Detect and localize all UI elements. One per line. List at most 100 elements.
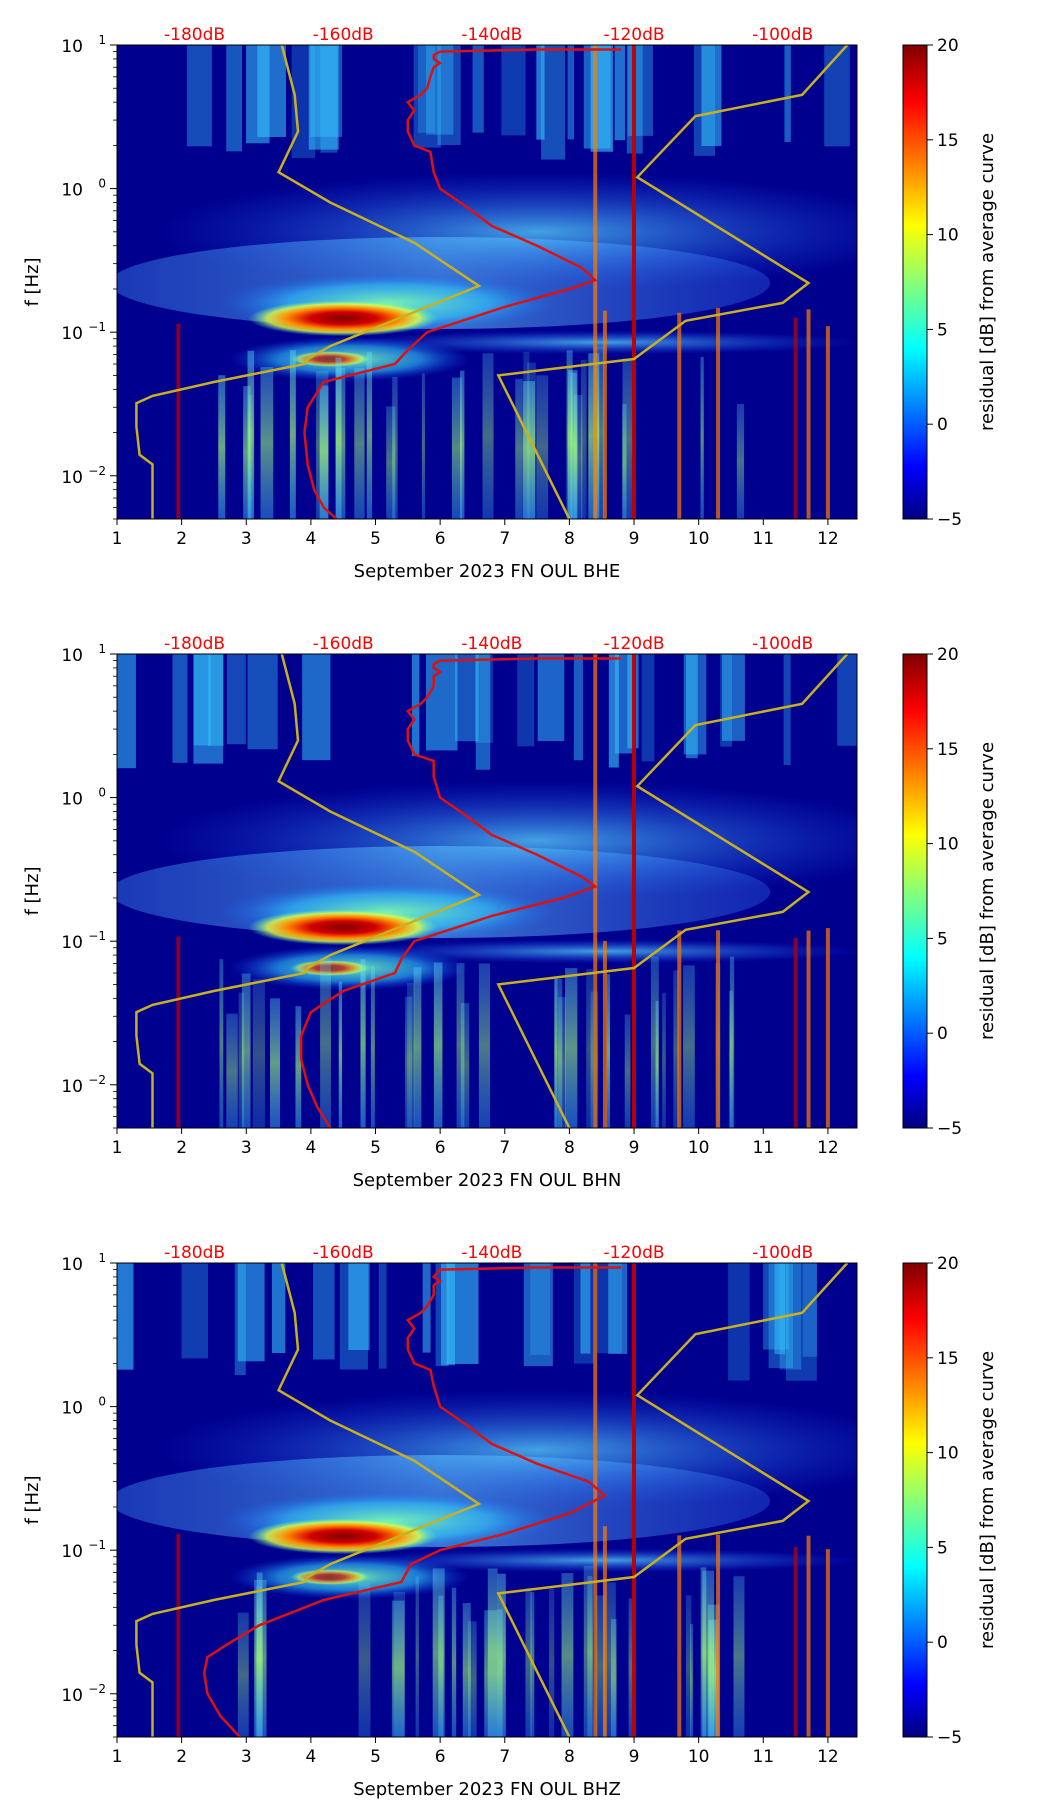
heat-patch	[701, 45, 722, 147]
plot-frame	[116, 44, 858, 520]
psd-average-curve	[202, 1266, 622, 1737]
x-tick-label: 6	[435, 529, 446, 549]
colorbar-tick-label: 10	[937, 835, 959, 855]
heat-streak	[622, 404, 627, 519]
y-tick-label: 10	[61, 1077, 83, 1097]
plot-frame	[116, 1262, 858, 1738]
x-tick-label: 3	[241, 1747, 252, 1767]
db-scale-label: -140dB	[461, 1243, 522, 1263]
db-scale-label: -100dB	[752, 1243, 813, 1263]
colorbar-gradient	[902, 1262, 928, 1738]
heat-streak	[338, 981, 343, 1128]
heat-event-column	[716, 930, 721, 1128]
colorbar-tick-label: 10	[937, 1444, 959, 1464]
noise-model-low-curve	[135, 1263, 482, 1737]
heat-streak	[238, 992, 245, 1128]
x-tick-label: 4	[305, 1747, 316, 1767]
heat-streak	[683, 965, 695, 1128]
heatmap-texture	[117, 45, 857, 519]
heat-patch	[302, 654, 331, 761]
x-tick-label: 9	[629, 529, 640, 549]
y-tick-exponent: 0	[98, 177, 106, 191]
heat-event-column	[602, 310, 607, 519]
heat-event-column	[806, 309, 811, 519]
heat-streak	[702, 1570, 715, 1737]
heat-streak	[482, 353, 494, 519]
colorbar-tick-label: −5	[937, 1119, 962, 1139]
heat-streak	[525, 1588, 532, 1737]
x-tick-label: 12	[817, 529, 839, 549]
x-tick-label: 11	[752, 1747, 774, 1767]
heat-streak	[354, 368, 365, 519]
heat-event-column	[176, 1533, 181, 1737]
heat-patch	[181, 1263, 208, 1359]
x-tick-label: 2	[176, 529, 187, 549]
heat-patch	[186, 45, 212, 147]
heat-streak	[260, 367, 274, 519]
heat-streak	[218, 375, 226, 519]
spectrogram-area	[117, 45, 857, 519]
heat-patch	[537, 654, 565, 742]
colorbar-label: residual [dB] from average curve	[977, 133, 998, 431]
heat-patch	[226, 654, 246, 745]
heat-patch	[641, 654, 655, 762]
psd-average-curve	[303, 48, 622, 519]
heat-streak	[438, 1595, 444, 1737]
heat-event-column	[677, 1535, 682, 1737]
heat-event-column	[632, 45, 637, 519]
heat-streak	[549, 1588, 555, 1737]
x-tick-label: 5	[370, 529, 381, 549]
heat-streak	[451, 1587, 457, 1737]
heat-band	[341, 939, 857, 964]
heat-event-column	[716, 1534, 721, 1737]
colorbar-tick-label: 5	[937, 1538, 948, 1558]
heat-patch	[411, 654, 420, 757]
x-axis-ticks: 1 2 3 4 5 6 7 8 9 10 11 12	[112, 519, 839, 549]
heat-streak	[580, 359, 587, 519]
heat-streak	[700, 356, 704, 519]
heat-streak	[554, 979, 563, 1128]
y-tick-label: 10	[61, 1255, 83, 1275]
heat-patch	[802, 1263, 818, 1357]
heat-streak	[624, 1014, 631, 1128]
colorbar-tick-label: −5	[937, 1728, 962, 1748]
heat-patch	[378, 1263, 387, 1369]
colorbar: −5 0 5 10 15 20 residual [dB] from average cu…	[902, 36, 998, 530]
colorbar-label: residual [dB] from average curve	[977, 1351, 998, 1649]
heat-event-column	[825, 326, 830, 519]
y-tick-label: 10	[61, 933, 83, 953]
heat-streak	[460, 370, 465, 519]
y-tick-exponent: −1	[88, 1538, 106, 1552]
heatmap-texture	[117, 1263, 857, 1737]
heat-patch	[783, 654, 791, 765]
colorbar-tick-label: 20	[937, 1254, 959, 1274]
x-tick-label: 10	[688, 529, 710, 549]
heat-streak	[622, 358, 633, 519]
y-tick-exponent: −2	[88, 464, 106, 478]
x-tick-label: 2	[176, 1747, 187, 1767]
heat-patch	[446, 1263, 479, 1364]
heat-streak	[393, 1591, 405, 1737]
heat-patch	[722, 654, 745, 741]
heat-streak	[335, 357, 342, 519]
heat-patch	[226, 45, 243, 152]
heat-event-column	[677, 930, 682, 1128]
heat-streak	[690, 1624, 694, 1737]
heat-streak	[729, 956, 735, 1128]
x-tick-label: 6	[435, 1747, 446, 1767]
heat-patch	[720, 654, 733, 747]
y-tick-exponent: −1	[88, 929, 106, 943]
heat-streak	[219, 959, 224, 1128]
heat-patch	[536, 45, 545, 140]
heat-patch	[686, 654, 698, 759]
y-axis-label: f [Hz]	[22, 257, 43, 306]
heat-patch	[320, 45, 338, 153]
heat-patch	[193, 654, 224, 764]
heat-streak	[593, 346, 605, 519]
heat-hotspot	[290, 1569, 371, 1586]
y-tick-exponent: 0	[98, 1395, 106, 1409]
db-scale-label: -100dB	[752, 634, 813, 654]
db-scale-label: -120dB	[604, 634, 665, 654]
